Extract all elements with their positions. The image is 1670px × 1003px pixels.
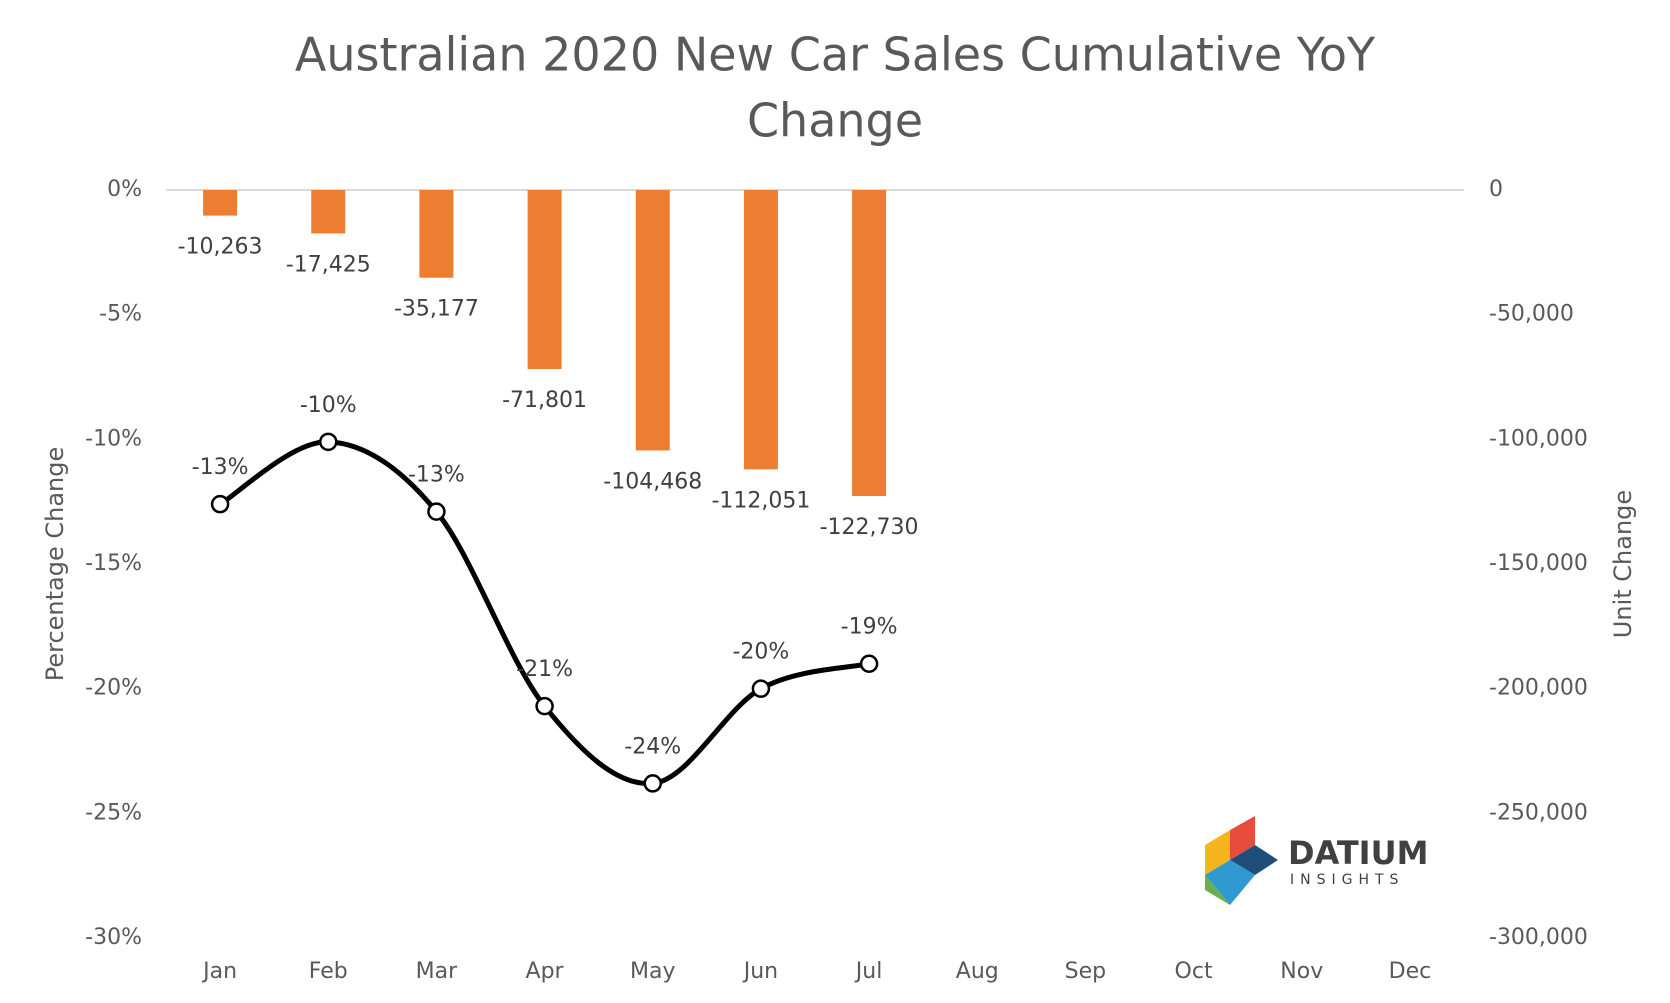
- y2-tick-label: -200,000: [1489, 676, 1588, 701]
- point: [751, 679, 771, 698]
- data-label: -104,468: [603, 469, 702, 494]
- y2-tick-label: -300,000: [1489, 925, 1588, 950]
- y-tick-label: -30%: [85, 925, 142, 950]
- y2-tick-label: -150,000: [1489, 551, 1588, 576]
- logo-shape: [1230, 816, 1255, 860]
- x-tick-label: Nov: [1280, 959, 1323, 984]
- x-tick-label: Dec: [1389, 959, 1432, 984]
- chart-title: Change: [747, 94, 923, 148]
- x-tick-label: Sep: [1065, 959, 1106, 984]
- chart-title: Australian 2020 New Car Sales Cumulative…: [295, 28, 1376, 82]
- x-tick-label: Feb: [309, 959, 348, 984]
- data-label: -122,730: [820, 515, 919, 540]
- point: [643, 774, 662, 793]
- y-tick-label: 0%: [107, 177, 142, 202]
- data-label: -19%: [841, 615, 898, 640]
- data-label: -21%: [516, 657, 573, 682]
- bar: [743, 190, 778, 470]
- y-tick-label: -5%: [99, 302, 142, 327]
- data-label: -20%: [732, 640, 789, 665]
- x-tick-label: Jul: [854, 959, 883, 984]
- bar: [527, 190, 562, 370]
- data-label: -35,177: [394, 297, 479, 322]
- x-tick-label: Jan: [201, 959, 237, 984]
- x-tick-label: Mar: [416, 959, 458, 984]
- y-axis-title: Percentage Change: [41, 447, 69, 682]
- logo: DATIUM INSIGHTS: [1205, 816, 1428, 905]
- y2-tick-label: -250,000: [1489, 800, 1588, 825]
- point: [535, 696, 554, 716]
- y2-axis-title: Unit Change: [1609, 490, 1637, 638]
- bar: [419, 190, 454, 278]
- y2-tick-label: -100,000: [1489, 426, 1588, 451]
- y-tick-label: -20%: [85, 676, 142, 701]
- logo-tagline: INSIGHTS: [1290, 872, 1404, 888]
- bar: [203, 190, 238, 216]
- point: [427, 502, 446, 521]
- logo-shape: [1230, 845, 1278, 875]
- point: [210, 494, 230, 514]
- logo-shape: [1205, 875, 1230, 905]
- y-tick-label: -25%: [85, 800, 142, 825]
- data-label: -24%: [624, 734, 681, 759]
- bar: [852, 190, 887, 497]
- data-label: -17,425: [286, 252, 371, 277]
- data-label: -10,263: [178, 235, 263, 260]
- x-tick-label: Oct: [1175, 959, 1213, 984]
- bar: [635, 190, 670, 451]
- x-tick-label: Aug: [956, 959, 999, 984]
- data-label: -71,801: [502, 388, 587, 413]
- y-tick-label: -15%: [85, 551, 142, 576]
- bar: [311, 190, 346, 234]
- data-label: -112,051: [711, 488, 810, 513]
- logo-shape: [1205, 860, 1255, 905]
- data-label: -13%: [408, 463, 465, 488]
- y2-tick-label: -50,000: [1489, 302, 1574, 327]
- point: [319, 432, 338, 452]
- x-tick-label: Apr: [526, 959, 565, 984]
- x-tick-label: Jun: [742, 959, 778, 984]
- x-tick-label: May: [630, 959, 675, 984]
- y-tick-label: -10%: [85, 426, 142, 451]
- logo-name: DATIUM: [1288, 834, 1428, 872]
- data-label: -10%: [300, 393, 357, 418]
- data-label: -13%: [192, 455, 249, 480]
- y2-tick-label: 0: [1489, 177, 1503, 202]
- point: [859, 654, 879, 673]
